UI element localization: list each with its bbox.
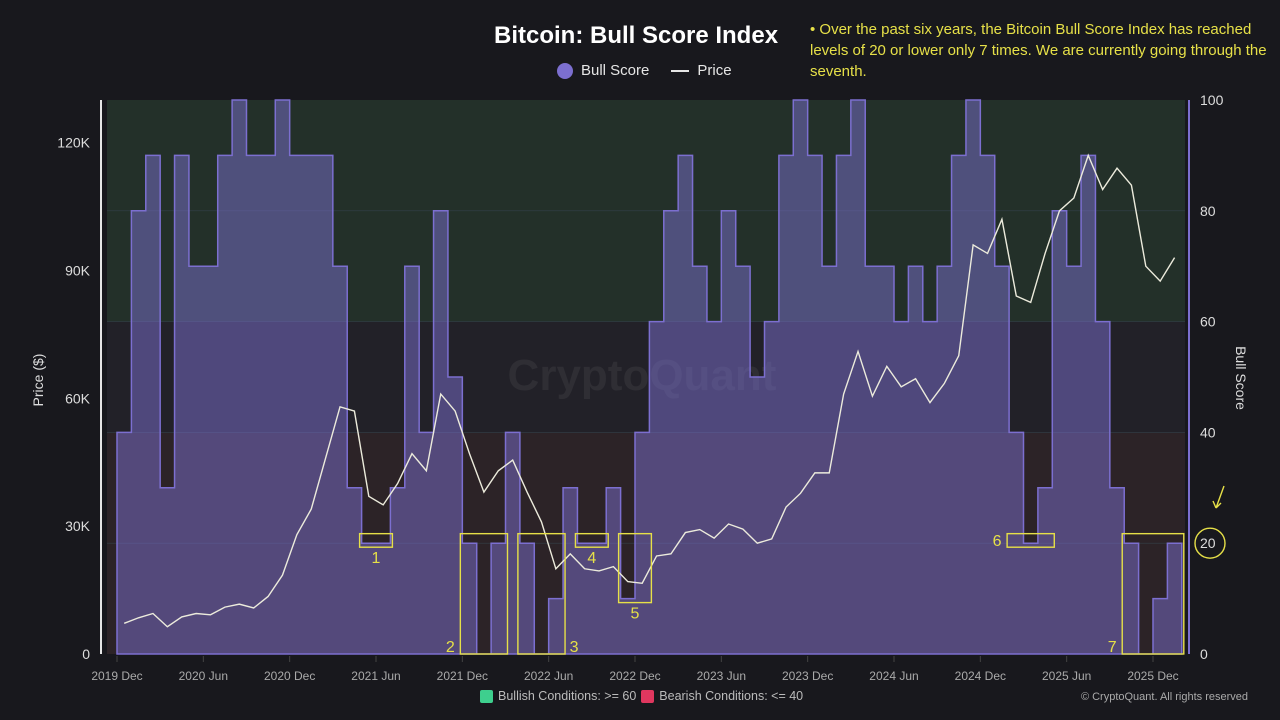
annotation-note: • Over the past six years, the Bitcoin B…	[810, 21, 1267, 80]
x-tick-label: 2025 Dec	[1127, 669, 1178, 683]
x-tick-label: 2023 Dec	[782, 669, 833, 683]
right-tick-label: 0	[1200, 646, 1208, 662]
x-tick-label: 2025 Jun	[1042, 669, 1091, 683]
left-axis-label: Price ($)	[30, 354, 46, 407]
right-tick-label: 100	[1200, 92, 1224, 108]
right-axis-label: Bull Score	[1233, 346, 1249, 410]
x-tick-label: 2024 Dec	[955, 669, 1006, 683]
bull-score-area	[116, 99, 1183, 655]
annotation-box-3	[517, 532, 566, 655]
legend-bull-score-swatch	[557, 62, 573, 79]
annotation-box-1	[358, 532, 394, 548]
annotation-label-4: 4	[587, 550, 596, 567]
annotation-box-2	[459, 532, 509, 655]
annotation-label-3: 3	[570, 639, 579, 656]
highlight-circle	[1194, 527, 1226, 559]
x-tick-label: 2023 Jun	[697, 669, 746, 683]
conditions-legend: Bullish Conditions: >= 60 Bearish Condit…	[480, 689, 803, 703]
x-tick-label: 2022 Dec	[609, 669, 660, 683]
x-tick-label: 2020 Dec	[264, 669, 315, 683]
legend-bull-score-label[interactable]: Bull Score	[581, 62, 650, 79]
left-tick-label: 30K	[65, 518, 91, 534]
annotation-box-4	[574, 532, 609, 548]
annotation-label-2: 2	[446, 639, 455, 656]
annotation-label-1: 1	[372, 550, 381, 567]
copyright: © CryptoQuant. All rights reserved	[1080, 691, 1248, 703]
x-tick-label: 2022 Jun	[524, 669, 573, 683]
bearish-swatch	[641, 689, 655, 703]
left-tick-label: 0	[82, 646, 90, 662]
right-tick-label: 40	[1200, 424, 1216, 440]
bullish-swatch	[480, 689, 493, 703]
x-tick-label: 2021 Dec	[437, 669, 488, 683]
annotation-box-7	[1121, 532, 1185, 655]
right-tick-label: 80	[1200, 203, 1216, 219]
legend-price-swatch	[671, 69, 690, 72]
annotation-box-5	[617, 532, 653, 604]
left-tick-label: 120K	[57, 135, 90, 151]
annotation-label-7: 7	[1108, 639, 1117, 656]
chart-title: Bitcoin: Bull Score Index	[494, 22, 779, 49]
bullish-label: Bullish Conditions: >= 60	[498, 689, 637, 703]
legend: Bull Score Price	[557, 62, 732, 79]
left-tick-label: 90K	[65, 262, 91, 278]
annotation-label-6: 6	[993, 533, 1002, 550]
x-tick-label: 2020 Jun	[179, 669, 228, 683]
right-tick-label: 60	[1200, 314, 1216, 330]
arrow-icon	[1212, 485, 1225, 509]
left-tick-label: 60K	[65, 390, 91, 406]
legend-price-label[interactable]: Price	[697, 62, 732, 79]
price-line	[123, 153, 1176, 628]
x-tick-label: 2021 Jun	[351, 669, 400, 683]
annotation-label-5: 5	[631, 606, 640, 623]
annotation-box-6	[1006, 532, 1055, 548]
bearish-label: Bearish Conditions: <= 40	[659, 689, 804, 703]
right-tick-label: 20	[1200, 535, 1216, 551]
x-tick-label: 2019 Dec	[91, 669, 142, 683]
x-tick-label: 2024 Jun	[869, 669, 918, 683]
